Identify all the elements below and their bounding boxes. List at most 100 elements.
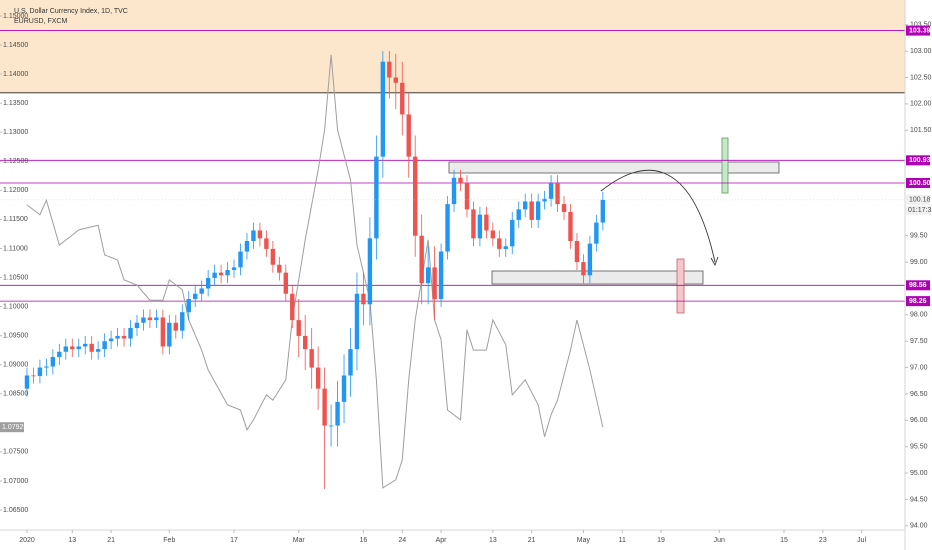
candle-body: [445, 204, 450, 252]
candle-body: [587, 243, 593, 276]
candle-body: [121, 335, 127, 339]
candle-body: [529, 201, 534, 220]
y-tick-label: 99.50: [910, 233, 928, 240]
x-tick-label: 23: [819, 537, 827, 544]
candle-body: [186, 299, 191, 313]
candle-body: [412, 156, 418, 236]
y2-tick-label: 1.08500: [3, 391, 28, 398]
candle-body: [37, 367, 43, 377]
y2-tick-label: 1.12000: [3, 187, 28, 194]
candle-body: [57, 351, 62, 358]
y-tick-label: 103.00: [910, 48, 932, 55]
y2-tick-label: 1.09000: [3, 362, 28, 369]
y-tick-label: 95.00: [910, 470, 928, 477]
candle-body: [63, 346, 69, 352]
candle-body: [24, 375, 30, 389]
candle-body: [147, 317, 153, 321]
candle-body: [516, 209, 521, 220]
candle-body: [510, 219, 515, 247]
x-tick-label: May: [577, 537, 591, 544]
x-tick-label: Apr: [436, 537, 448, 544]
y2-tick-label: 1.13500: [3, 100, 28, 107]
candle-body: [374, 156, 379, 239]
candle-body: [244, 241, 250, 252]
candle-body: [277, 264, 282, 273]
y-tick-label: 98.00: [910, 312, 928, 319]
plot-layer: [0, 30, 905, 489]
candle-body: [108, 338, 114, 342]
level-label: 98.26: [909, 298, 927, 305]
candle-body: [134, 322, 140, 329]
y-tick-label: 102.50: [910, 74, 932, 81]
candle-body: [160, 317, 166, 347]
candle-body: [354, 293, 360, 350]
candle-body: [490, 230, 496, 239]
resistance-box: [448, 161, 780, 174]
y-tick-label: 101.50: [910, 127, 932, 134]
y2-tick-label: 1.10000: [3, 303, 28, 310]
candle-body: [568, 212, 573, 242]
candle-body: [328, 425, 334, 427]
candle-body: [561, 204, 567, 212]
chart-subtitle: EURUSD, FXCM: [14, 18, 67, 25]
candle-body: [205, 277, 211, 289]
candle-body: [128, 328, 133, 339]
x-tick-label: 21: [528, 537, 536, 544]
candle-body: [451, 177, 457, 205]
candle-body: [497, 238, 502, 249]
x-tick-label: Feb: [163, 537, 175, 544]
candle-body: [522, 201, 528, 210]
candle-body: [76, 346, 81, 350]
target-box: [721, 137, 729, 194]
x-tick-label: Jun: [714, 537, 725, 544]
candle-body: [31, 375, 36, 377]
supply-zone: [0, 0, 905, 93]
candle-body: [581, 262, 586, 276]
candle-body: [193, 293, 198, 300]
candle-body: [594, 222, 599, 244]
candle-body: [535, 201, 541, 220]
candle-body: [438, 251, 444, 300]
candle-body: [542, 198, 547, 202]
y2-tick-label: 1.12500: [3, 158, 28, 165]
y2-tick-label: 1.07500: [3, 449, 28, 456]
candle-body: [335, 401, 340, 426]
candle-body: [348, 349, 353, 376]
candle-body: [574, 241, 580, 263]
last-y2-label: 1.07925: [2, 424, 27, 431]
x-tick-label: 15: [780, 537, 788, 544]
candle-body: [387, 61, 392, 78]
y2-tick-label: 1.09500: [3, 332, 28, 339]
candle-body: [367, 238, 373, 305]
candle-body: [548, 182, 554, 199]
candle-body: [154, 317, 159, 321]
y-tick-label: 95.50: [910, 444, 928, 451]
candle-body: [503, 246, 508, 249]
candle-body: [212, 272, 217, 278]
axis-layer: 94.00 94.50 95.00 95.50 96.00 96.50 97.00 97.50…: [0, 13, 932, 544]
candle-body: [361, 293, 366, 305]
candle-body: [264, 238, 269, 249]
candle-body: [231, 267, 237, 271]
y2-tick-label: 1.10500: [3, 274, 28, 281]
x-tick-label: 24: [398, 537, 406, 544]
candle-body: [225, 270, 230, 276]
candle-body: [141, 317, 146, 323]
candle-body: [296, 320, 301, 336]
candle-body: [393, 77, 398, 83]
candle-body: [432, 267, 437, 300]
eurusd-line: [26, 54, 604, 489]
y-tick-label: 94.50: [910, 496, 928, 503]
arrow-head: [710, 256, 719, 267]
candle-body: [464, 182, 470, 210]
y-tick-label: 94.00: [910, 523, 928, 530]
candle-body: [425, 267, 431, 284]
candle-body: [303, 335, 308, 350]
candle-body: [70, 346, 75, 350]
candle-body: [309, 349, 314, 368]
x-tick-label: 11: [619, 537, 626, 544]
x-tick-label: Mar: [293, 537, 306, 544]
candle-body: [238, 251, 243, 268]
